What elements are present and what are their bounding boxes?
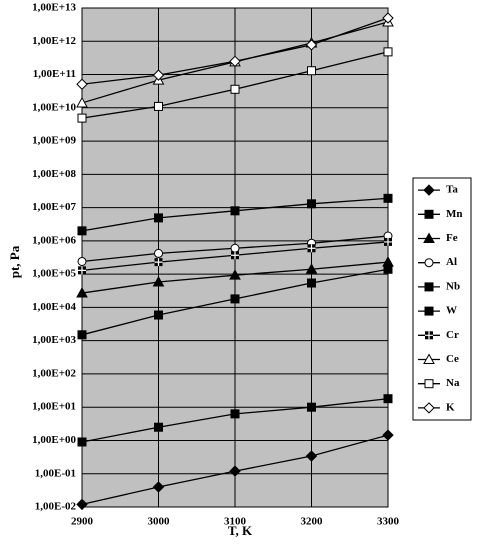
- marker: [76, 96, 88, 108]
- marker: [230, 409, 240, 419]
- marker: [154, 310, 163, 320]
- legend-label: Al: [446, 256, 457, 268]
- y-tick-label: 1,00E+10: [32, 101, 76, 113]
- y-tick-label: 1,00E+01: [32, 401, 76, 413]
- marker: [305, 450, 318, 462]
- marker: [424, 282, 434, 292]
- marker: [307, 244, 316, 253]
- x-tick-label: 2900: [71, 516, 94, 528]
- marker: [77, 330, 87, 340]
- legend-label: Fe: [446, 232, 458, 244]
- marker: [425, 331, 433, 340]
- marker: [77, 113, 87, 123]
- marker: [154, 422, 163, 432]
- marker: [152, 69, 165, 81]
- y-tick-label: 1,00E+02: [32, 367, 76, 379]
- marker: [76, 78, 88, 90]
- marker: [307, 66, 316, 76]
- marker-cross: [78, 266, 86, 275]
- x-axis-title: T, K: [228, 523, 253, 538]
- marker: [152, 481, 165, 493]
- marker: [423, 402, 435, 414]
- marker: [229, 465, 241, 477]
- legend-label: Ta: [446, 184, 458, 196]
- legend-label: K: [446, 401, 455, 413]
- x-tick-label: 3000: [148, 516, 171, 528]
- marker: [423, 353, 435, 364]
- legend-box: [412, 177, 472, 421]
- y-tick-label: 1,00E+08: [32, 168, 76, 180]
- y-axis-title: pt, Pa: [7, 245, 22, 278]
- marker-cross: [231, 251, 239, 260]
- marker: [76, 287, 88, 298]
- y-tick-label: 1,00E-02: [35, 501, 77, 513]
- marker: [424, 306, 434, 316]
- marker: [152, 275, 165, 287]
- marker: [230, 84, 240, 94]
- marker: [383, 394, 393, 404]
- marker: [230, 294, 240, 304]
- legend-label: Ce: [446, 353, 459, 365]
- marker: [77, 226, 87, 236]
- marker: [382, 429, 394, 441]
- marker: [383, 193, 393, 203]
- marker: [383, 47, 393, 57]
- marker: [231, 251, 239, 260]
- marker: [305, 39, 318, 51]
- y-tick-label: 1,00E+12: [32, 35, 76, 47]
- marker: [229, 55, 241, 68]
- marker: [424, 258, 434, 268]
- y-tick-label: 1,00E+03: [32, 334, 76, 346]
- marker: [154, 258, 163, 267]
- y-tick-label: 1,00E+05: [32, 268, 76, 280]
- marker: [384, 237, 392, 246]
- marker-cross: [384, 237, 392, 246]
- x-tick-label: 3100: [224, 516, 247, 528]
- y-tick-label: 1,00E+04: [32, 301, 76, 313]
- y-tick-label: 1,00E+07: [32, 201, 76, 213]
- marker-cross: [154, 258, 163, 267]
- marker-cross: [307, 244, 316, 253]
- marker: [154, 101, 163, 111]
- marker: [307, 402, 316, 412]
- marker: [383, 264, 393, 274]
- y-tick-label: 1,00E+06: [32, 234, 76, 246]
- marker: [154, 248, 163, 258]
- marker: [305, 263, 318, 274]
- legend-label: Nb: [446, 280, 460, 292]
- legend-label: W: [446, 305, 457, 317]
- x-tick-label: 3300: [377, 516, 400, 528]
- marker: [382, 12, 394, 24]
- legend-label: Mn: [446, 208, 463, 220]
- marker: [77, 256, 87, 266]
- marker-cross: [425, 331, 433, 340]
- marker: [424, 209, 434, 219]
- marker: [424, 379, 434, 389]
- legend-label: Na: [446, 377, 460, 389]
- marker: [76, 498, 88, 511]
- y-tick-label: 1,00E+09: [32, 135, 76, 147]
- legend-label: Cr: [446, 329, 459, 341]
- marker: [77, 437, 87, 447]
- marker: [230, 243, 240, 253]
- marker: [229, 269, 241, 280]
- y-tick-label: 1,00E+11: [33, 68, 76, 80]
- marker: [307, 278, 316, 288]
- marker: [423, 232, 435, 243]
- y-tick-label: 1,00E-01: [35, 467, 76, 479]
- marker: [307, 199, 316, 209]
- y-tick-label: 1,00E+13: [32, 2, 76, 14]
- x-tick-label: 3200: [301, 516, 324, 528]
- marker: [154, 213, 163, 223]
- marker: [230, 206, 240, 216]
- marker: [423, 184, 435, 196]
- marker: [78, 266, 86, 275]
- y-tick-label: 1,00E+00: [32, 434, 76, 446]
